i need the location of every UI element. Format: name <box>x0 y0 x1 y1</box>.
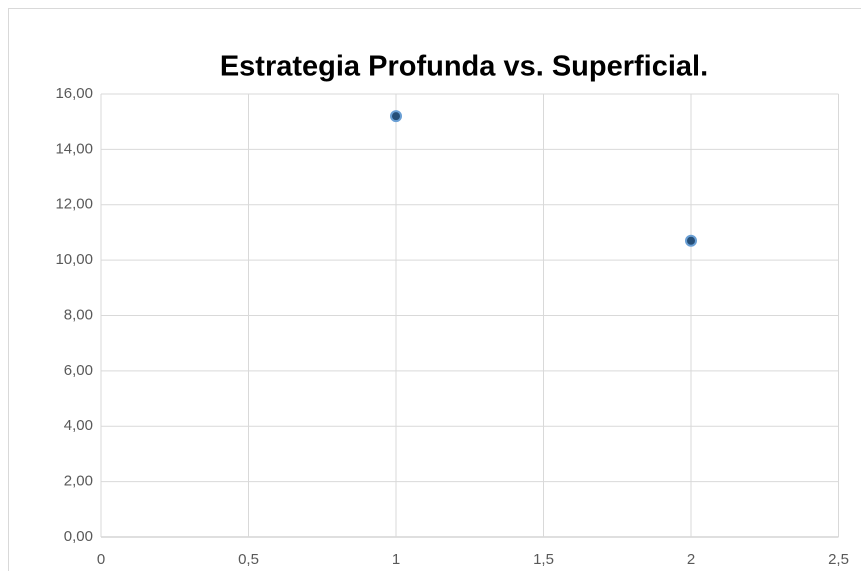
chart-frame <box>8 8 861 571</box>
x-tick-label: 0 <box>97 551 105 568</box>
y-tick-label: 0,00 <box>64 528 93 545</box>
y-tick-label: 2,00 <box>64 473 93 490</box>
y-tick-label: 14,00 <box>55 140 93 157</box>
y-tick-label: 4,00 <box>64 417 93 434</box>
y-tick-label: 16,00 <box>55 85 93 102</box>
x-tick-label: 0,5 <box>238 551 259 568</box>
y-tick-label: 12,00 <box>55 196 93 213</box>
data-point <box>685 234 697 247</box>
y-tick-label: 6,00 <box>64 362 93 379</box>
x-tick-label: 1 <box>392 551 400 568</box>
chart-title: Estrategia Profunda vs. Superficial. <box>220 51 708 83</box>
x-tick-label: 2,5 <box>828 551 849 568</box>
data-point <box>390 110 402 123</box>
x-tick-label: 2 <box>687 551 695 568</box>
y-tick-label: 8,00 <box>64 306 93 323</box>
y-tick-label: 10,00 <box>55 251 93 268</box>
x-tick-label: 1,5 <box>533 551 554 568</box>
